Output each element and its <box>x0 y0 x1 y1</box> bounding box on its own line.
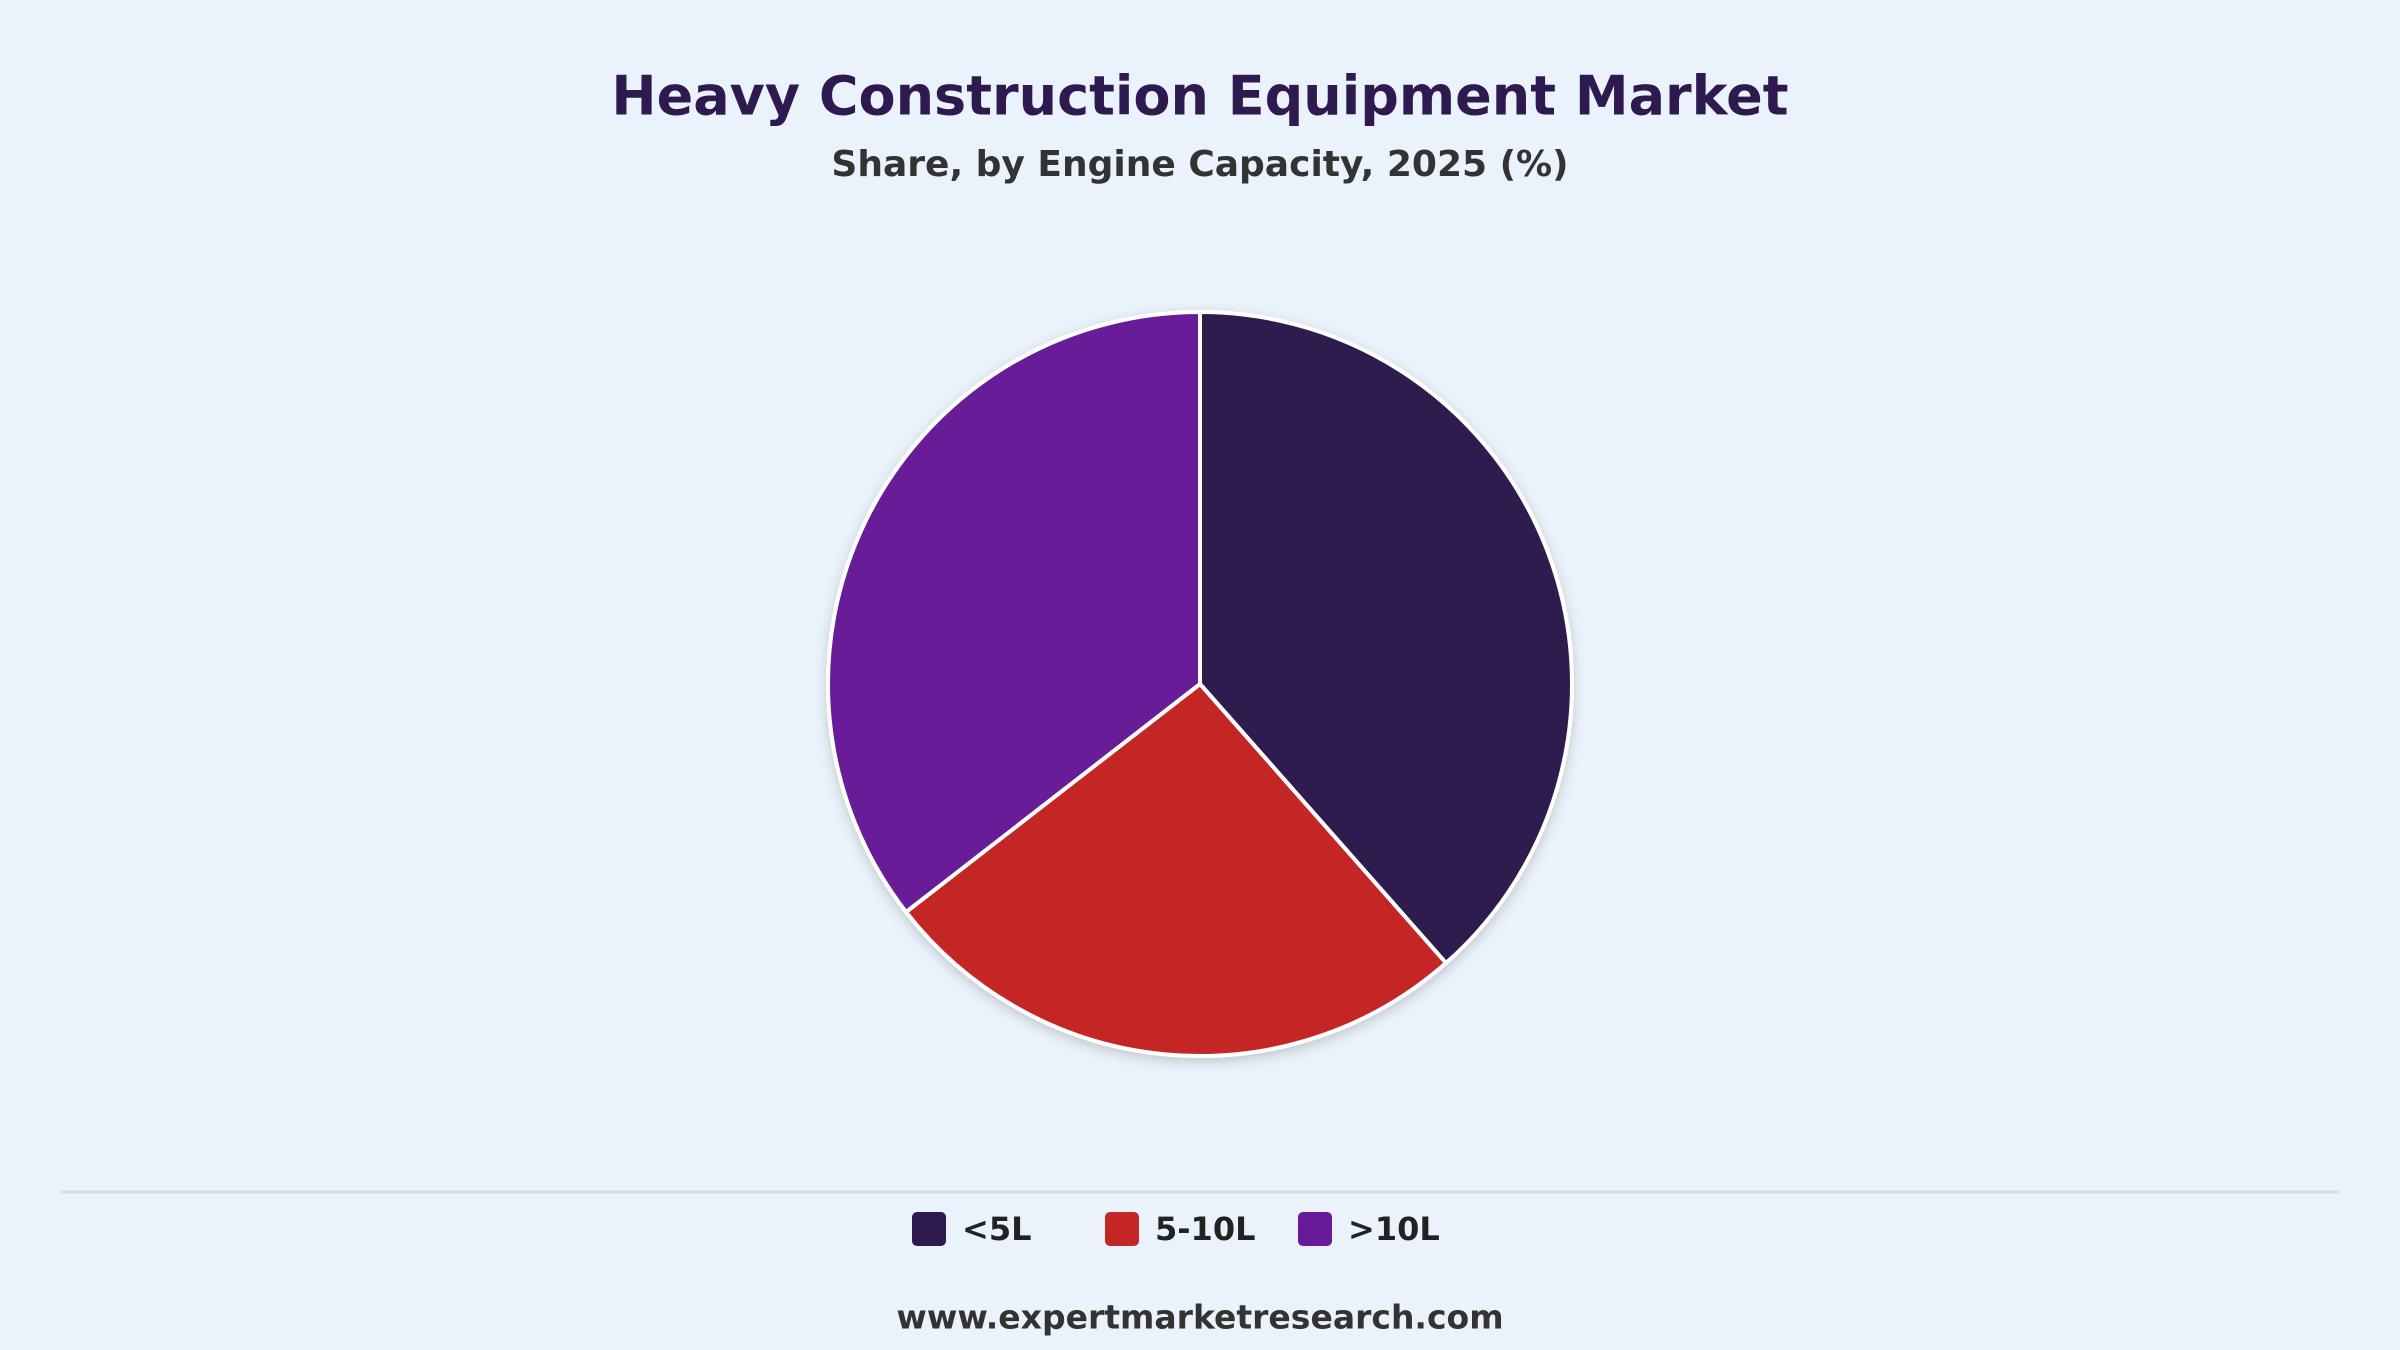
legend-label: >10L <box>1348 1210 1440 1248</box>
legend-label: 5-10L <box>1155 1210 1255 1248</box>
legend-swatch <box>1105 1212 1139 1246</box>
pie-slice <box>904 682 1449 1058</box>
chart-title: Heavy Construction Equipment Market <box>611 65 1788 128</box>
chart-subtitle: Share, by Engine Capacity, 2025 (%) <box>831 144 1568 185</box>
legend-swatch <box>912 1212 946 1246</box>
footer: www.expertmarketresearch.com <box>896 1298 1503 1337</box>
pie-slice <box>826 310 1202 915</box>
pie-slice <box>1198 310 1574 966</box>
legend-label: <5L <box>962 1210 1031 1248</box>
legend-swatch <box>1298 1212 1332 1246</box>
pie <box>826 310 1574 1058</box>
legend: <5L 5-10L >10L <box>912 1210 1440 1248</box>
